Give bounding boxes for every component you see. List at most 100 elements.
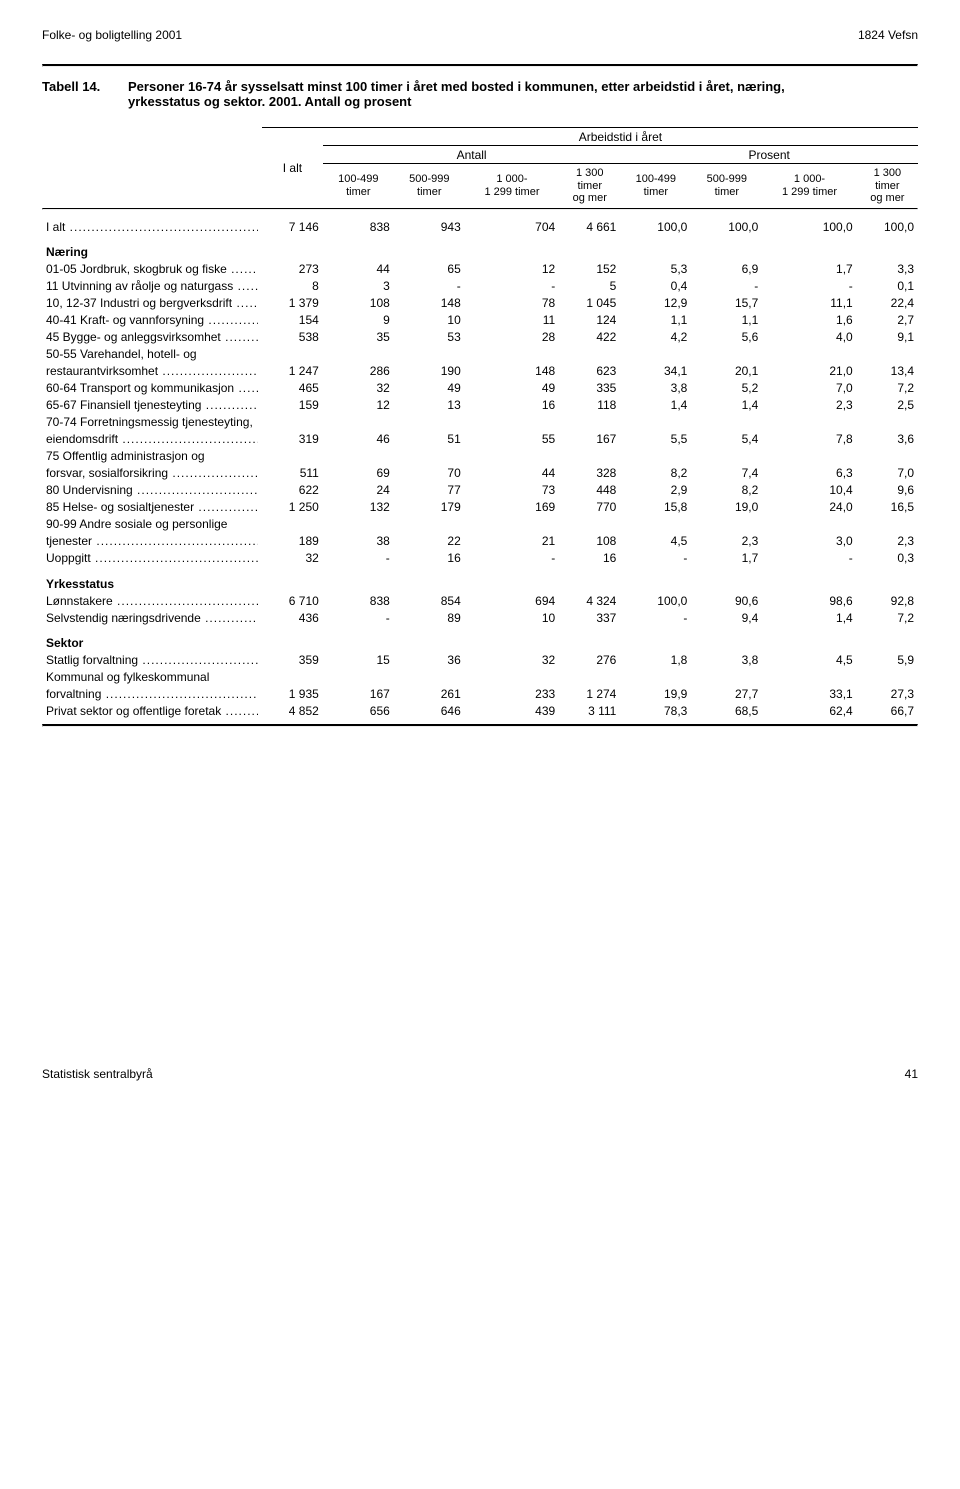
- cell: 4 661: [559, 210, 620, 236]
- row-label: 40-41 Kraft- og vannforsyning: [42, 312, 262, 329]
- cell: 1,4: [620, 397, 691, 414]
- cell: 1 274: [559, 686, 620, 703]
- cell: 694: [465, 592, 559, 609]
- cell: 511: [262, 465, 323, 482]
- cell: 0,4: [620, 278, 691, 295]
- cell: 8,2: [691, 482, 762, 499]
- cell: 7,0: [857, 465, 918, 482]
- cell: 4,5: [762, 652, 856, 669]
- cell: 261: [394, 686, 465, 703]
- col-header-4: 100-499timer: [620, 164, 691, 208]
- cell: 6 710: [262, 592, 323, 609]
- cell: 10,4: [762, 482, 856, 499]
- cell: -: [394, 278, 465, 295]
- cell: 7,2: [857, 380, 918, 397]
- col-header-prosent: Prosent: [620, 146, 918, 164]
- cell: 4,2: [620, 329, 691, 346]
- row-label: Privat sektor og offentlige foretak: [42, 703, 262, 720]
- cell: 943: [394, 210, 465, 236]
- row-label-line2: eiendomsdrift: [42, 431, 262, 448]
- cell: 73: [465, 482, 559, 499]
- cell: 100,0: [762, 210, 856, 236]
- cell: -: [323, 550, 394, 567]
- cell: -: [691, 278, 762, 295]
- col-header-7: 1 300timerog mer: [857, 164, 918, 208]
- cell: 5,4: [691, 431, 762, 448]
- bottom-rule: [42, 724, 918, 727]
- data-table: I altArbeidstid i åretAntallProsent100-4…: [42, 127, 918, 720]
- cell: 448: [559, 482, 620, 499]
- cell: 7,0: [762, 380, 856, 397]
- cell: 28: [465, 329, 559, 346]
- cell: 44: [465, 465, 559, 482]
- cell: 167: [323, 686, 394, 703]
- row-label: 11 Utvinning av råolje og naturgass: [42, 278, 262, 295]
- cell: 62,4: [762, 703, 856, 720]
- cell: 3,8: [691, 652, 762, 669]
- cell: 36: [394, 652, 465, 669]
- cell: 78: [465, 295, 559, 312]
- cell: 124: [559, 312, 620, 329]
- row-label: Selvstendig næringsdrivende: [42, 609, 262, 626]
- top-rule: [42, 64, 918, 67]
- row-label: 45 Bygge- og anleggsvirksomhet: [42, 329, 262, 346]
- cell: 8,2: [620, 465, 691, 482]
- cell: 66,7: [857, 703, 918, 720]
- cell: 12: [465, 261, 559, 278]
- cell: 838: [323, 592, 394, 609]
- cell: 319: [262, 431, 323, 448]
- footer-right: 41: [905, 1067, 918, 1081]
- cell: 2,5: [857, 397, 918, 414]
- row-label-line1: Kommunal og fylkeskommunal: [42, 669, 262, 686]
- cell: 15,8: [620, 499, 691, 516]
- cell: 2,9: [620, 482, 691, 499]
- row-label: 60-64 Transport og kommunikasjon: [42, 380, 262, 397]
- cell: 132: [323, 499, 394, 516]
- row-label-line2: forvaltning: [42, 686, 262, 703]
- cell: 22,4: [857, 295, 918, 312]
- cell: 100,0: [857, 210, 918, 236]
- cell: 9: [323, 312, 394, 329]
- row-label-line2: restaurantvirksomhet: [42, 363, 262, 380]
- col-header-ialt: I alt: [262, 128, 323, 208]
- cell: 100,0: [620, 210, 691, 236]
- cell: 38: [323, 533, 394, 550]
- cell: 4,0: [762, 329, 856, 346]
- cell: 24: [323, 482, 394, 499]
- cell: 1,4: [762, 609, 856, 626]
- cell: 337: [559, 609, 620, 626]
- cell: 13: [394, 397, 465, 414]
- cell: -: [620, 609, 691, 626]
- cell: 623: [559, 363, 620, 380]
- cell: 5,2: [691, 380, 762, 397]
- cell: 1,6: [762, 312, 856, 329]
- cell: 1 935: [262, 686, 323, 703]
- cell: 11: [465, 312, 559, 329]
- cell: 100,0: [691, 210, 762, 236]
- cell: 5,9: [857, 652, 918, 669]
- cell: 55: [465, 431, 559, 448]
- cell: 1,7: [762, 261, 856, 278]
- section-header: Sektor: [42, 626, 918, 652]
- cell: 3: [323, 278, 394, 295]
- row-label: 10, 12-37 Industri og bergverksdrift: [42, 295, 262, 312]
- cell: 169: [465, 499, 559, 516]
- cell: 32: [323, 380, 394, 397]
- cell: 1 045: [559, 295, 620, 312]
- cell: 49: [465, 380, 559, 397]
- cell: 7,8: [762, 431, 856, 448]
- col-header-5: 500-999timer: [691, 164, 762, 208]
- cell: 422: [559, 329, 620, 346]
- section-header: Yrkesstatus: [42, 567, 918, 593]
- row-label-line1: 90-99 Andre sosiale og personlige: [42, 516, 262, 533]
- cell: 1 379: [262, 295, 323, 312]
- cell: 6,9: [691, 261, 762, 278]
- cell: 49: [394, 380, 465, 397]
- cell: 5,6: [691, 329, 762, 346]
- cell: 7 146: [262, 210, 323, 236]
- cell: 704: [465, 210, 559, 236]
- cell: 35: [323, 329, 394, 346]
- row-label-total: I alt: [42, 210, 262, 236]
- cell: 16,5: [857, 499, 918, 516]
- cell: 2,3: [857, 533, 918, 550]
